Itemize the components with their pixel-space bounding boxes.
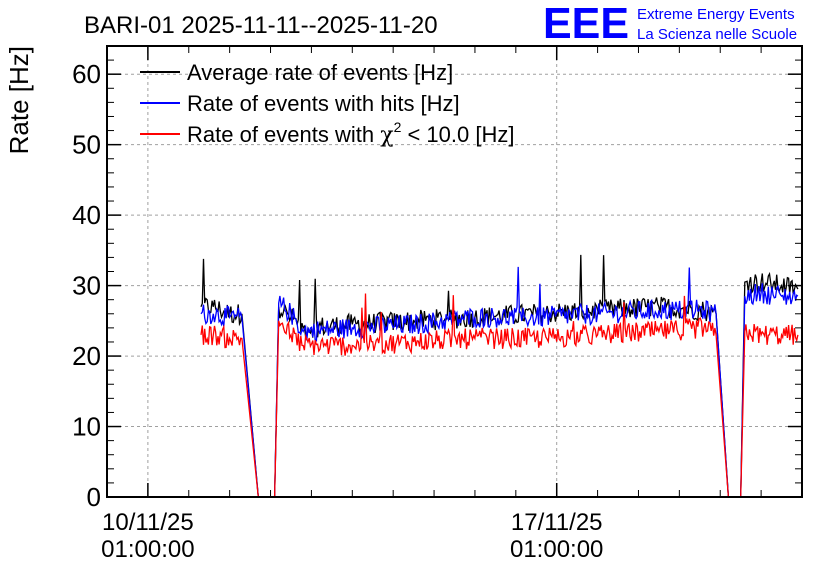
- y-tick-label: 60: [72, 59, 101, 89]
- legend-label-chi: Rate of events with χ2 < 10.0 [Hz]: [187, 119, 514, 148]
- axis-ticks: [107, 46, 802, 498]
- series-group: [200, 254, 799, 498]
- y-tick-label: 20: [72, 341, 101, 371]
- legend-chi-symbol: χ: [380, 123, 393, 148]
- series-line-chi: [200, 293, 799, 498]
- y-tick-label: 30: [72, 271, 101, 301]
- x-tick-label-time: 01:00:00: [510, 536, 603, 563]
- y-tick-label: 50: [72, 130, 101, 160]
- x-tick-label-date: 17/11/25: [511, 509, 603, 536]
- series-line-avg: [200, 254, 799, 498]
- y-axis-label: Rate [Hz]: [4, 46, 34, 154]
- x-tick-label-date: 10/11/25: [102, 509, 194, 536]
- legend-chi-prefix: Rate of events with: [187, 122, 380, 147]
- eee-logo: EEE: [543, 0, 629, 48]
- x-tick-label-time: 01:00:00: [101, 536, 194, 563]
- legend-label-hits: Rate of events with hits [Hz]: [187, 91, 460, 116]
- brand-line-1: Extreme Energy Events: [637, 6, 795, 23]
- legend-label-avg: Average rate of events [Hz]: [187, 60, 453, 85]
- legend-chi-sup: 2: [394, 119, 402, 135]
- brand-line-2: La Scienza nelle Scuole: [637, 26, 797, 43]
- chart-title: BARI-01 2025-11-11--2025-11-20: [84, 12, 438, 39]
- grid: [107, 46, 802, 497]
- y-tick-label: 10: [72, 412, 101, 442]
- series-line-hits: [200, 266, 799, 498]
- y-tick-label: 40: [72, 200, 101, 230]
- y-tick-labels: 0 10 20 30 40 50 60: [72, 59, 101, 512]
- y-tick-label: 0: [87, 482, 101, 512]
- legend: Average rate of events [Hz] Rate of even…: [140, 60, 514, 148]
- legend-chi-suffix: < 10.0 [Hz]: [401, 122, 514, 147]
